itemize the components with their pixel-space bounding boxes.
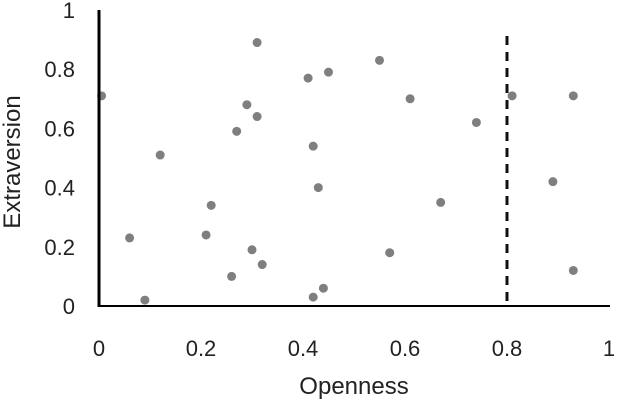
- data-point: [201, 230, 211, 240]
- data-point: [155, 150, 165, 160]
- data-point: [436, 197, 446, 207]
- data-point: [308, 141, 318, 151]
- data-point: [242, 100, 252, 110]
- y-tick-label: 0.4: [44, 176, 75, 201]
- y-tick-label: 0.6: [44, 116, 75, 141]
- data-point: [140, 295, 150, 305]
- data-point: [568, 265, 578, 275]
- data-point: [257, 260, 267, 270]
- x-tick-label: 1: [603, 336, 615, 361]
- x-tick-label: 0.2: [186, 336, 217, 361]
- data-point: [507, 91, 517, 101]
- data-point: [227, 271, 237, 281]
- y-tick-label: 0.8: [44, 57, 75, 82]
- data-point: [313, 183, 323, 193]
- data-point: [318, 283, 328, 293]
- data-point: [405, 94, 415, 104]
- data-point: [252, 38, 262, 48]
- y-tick-label: 0: [63, 294, 75, 319]
- data-point: [252, 112, 262, 122]
- x-tick-label: 0.6: [390, 336, 421, 361]
- x-axis-title: Openness: [299, 373, 408, 400]
- x-tick-label: 0: [93, 336, 105, 361]
- y-tick-label: 0.2: [44, 235, 75, 260]
- x-tick-labels: 0 0.2 0.4 0.6 0.8 1: [93, 336, 615, 361]
- data-point: [324, 67, 333, 77]
- data-point: [471, 117, 481, 127]
- data-points: [97, 38, 578, 305]
- x-tick-label: 0.4: [288, 336, 319, 361]
- data-point: [303, 73, 313, 83]
- y-tick-label: 1: [63, 0, 75, 23]
- data-point: [385, 248, 395, 258]
- data-point: [548, 177, 558, 187]
- data-point: [232, 126, 242, 136]
- data-point: [125, 233, 135, 243]
- data-point: [375, 55, 384, 65]
- data-point: [308, 292, 318, 302]
- data-point: [206, 200, 216, 210]
- data-point: [247, 245, 257, 255]
- x-tick-label: 0.8: [492, 336, 523, 361]
- y-tick-labels: 0 0.2 0.4 0.6 0.8 1: [44, 0, 75, 319]
- data-point: [568, 91, 578, 101]
- y-axis-title: Extraversion: [0, 95, 26, 228]
